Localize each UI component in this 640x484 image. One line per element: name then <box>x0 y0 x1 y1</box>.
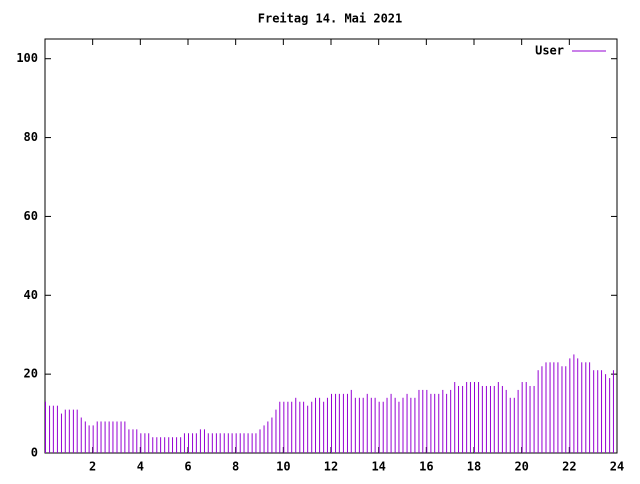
x-tick-label: 18 <box>467 460 481 474</box>
x-tick-label: 16 <box>419 460 433 474</box>
x-tick-label: 14 <box>371 460 385 474</box>
x-tick-label: 6 <box>184 460 191 474</box>
y-tick-label: 60 <box>24 209 38 223</box>
y-tick-label: 80 <box>24 130 38 144</box>
x-tick-label: 4 <box>137 460 144 474</box>
y-tick-label: 20 <box>24 367 38 381</box>
x-tick-label: 10 <box>276 460 290 474</box>
y-tick-label: 40 <box>24 288 38 302</box>
y-tick-label: 100 <box>16 51 38 65</box>
x-tick-label: 24 <box>610 460 624 474</box>
x-tick-label: 22 <box>562 460 576 474</box>
plot-frame <box>44 38 618 454</box>
x-tick-label: 2 <box>89 460 96 474</box>
legend-label: User <box>535 44 564 58</box>
y-tick-label: 0 <box>31 446 38 460</box>
chart-title: Freitag 14. Mai 2021 <box>258 12 403 26</box>
x-tick-label: 12 <box>324 460 338 474</box>
x-tick-label: 8 <box>232 460 239 474</box>
x-tick-label: 20 <box>514 460 528 474</box>
